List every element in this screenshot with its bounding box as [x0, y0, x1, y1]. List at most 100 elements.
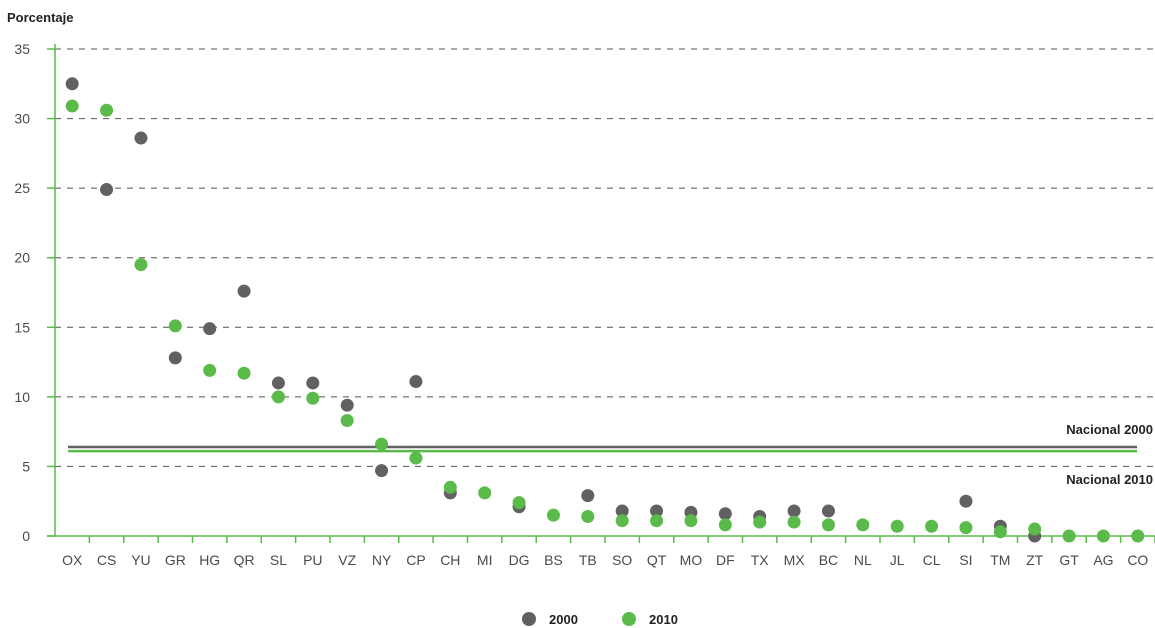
data-point-2010-SI: [959, 521, 973, 535]
data-point-2010-BS: [546, 508, 560, 522]
data-point-2000-CP: [409, 375, 423, 389]
data-point-2010-BC: [821, 518, 835, 532]
data-point-2000-MX: [787, 504, 801, 518]
x-tick-label: CS: [97, 552, 116, 568]
grid-lines: [55, 48, 1155, 467]
data-point-2010-JL: [890, 519, 904, 533]
x-tick-label: PU: [303, 552, 322, 568]
data-point-2010-YU: [134, 258, 148, 272]
x-tick-label: MO: [680, 552, 703, 568]
data-point-2000-BC: [821, 504, 835, 518]
axes: [47, 44, 1155, 537]
legend: 2000 2010: [522, 612, 678, 627]
data-point-2010-VZ: [340, 414, 354, 428]
data-point-2000-HG: [203, 322, 217, 336]
data-point-2000-YU: [134, 131, 148, 145]
data-point-2010-OX: [65, 99, 79, 113]
legend-marker-2010: [622, 612, 636, 626]
y-tick-label: 30: [14, 111, 30, 127]
x-tick-label: DF: [716, 552, 735, 568]
x-tick-label: SL: [270, 552, 287, 568]
data-point-2000-VZ: [340, 398, 354, 412]
x-tick-label: QT: [647, 552, 667, 568]
y-tick-label: 35: [14, 41, 30, 57]
data-point-2010-TB: [581, 510, 595, 524]
data-point-2010-NL: [856, 518, 870, 532]
data-point-2010-HG: [203, 363, 217, 377]
x-tick-label: CO: [1127, 552, 1148, 568]
data-point-2010-SL: [271, 390, 285, 404]
data-point-2010-CP: [409, 451, 423, 465]
data-point-2010-CS: [100, 103, 114, 117]
x-tick-label: HG: [199, 552, 220, 568]
data-point-2010-MX: [787, 515, 801, 529]
data-point-2000-QR: [237, 284, 251, 298]
y-tick-label: 0: [22, 528, 30, 544]
data-point-2010-AG: [1096, 529, 1110, 543]
y-ticks: 0 5 10 15 20 25 30 35: [14, 41, 55, 544]
y-tick-label: 25: [14, 180, 30, 196]
data-points: [65, 77, 1145, 543]
x-tick-label: CH: [440, 552, 460, 568]
reference-line-label: Nacional 2010: [1066, 472, 1153, 487]
legend-label: 2010: [649, 612, 678, 627]
data-point-2010-CL: [925, 519, 939, 533]
x-tick-label: DG: [509, 552, 530, 568]
reference-lines: Nacional 2000 Nacional 2010: [68, 422, 1153, 487]
x-tick-label: QR: [234, 552, 255, 568]
data-point-2010-DG: [512, 496, 526, 510]
data-point-2010-MO: [684, 514, 698, 528]
data-point-2000-DF: [718, 507, 732, 521]
data-point-2010-NY: [375, 437, 389, 451]
x-tick-label: CP: [406, 552, 425, 568]
legend-marker-2000: [522, 612, 536, 626]
x-tick-label: BS: [544, 552, 563, 568]
data-point-2010-TM: [993, 525, 1007, 539]
x-tick-label: TB: [579, 552, 597, 568]
data-point-2010-QT: [650, 514, 664, 528]
x-tick-label: NL: [854, 552, 872, 568]
data-point-2000-GR: [168, 351, 182, 365]
legend-label: 2000: [549, 612, 578, 627]
data-point-2010-SO: [615, 514, 629, 528]
x-tick-label: AG: [1093, 552, 1113, 568]
data-point-2000-NY: [375, 464, 389, 478]
x-tick-label: SI: [959, 552, 972, 568]
data-point-2000-SO: [615, 504, 629, 518]
x-tick-label: JL: [890, 552, 905, 568]
data-point-2010-PU: [306, 391, 320, 405]
x-tick-label: VZ: [338, 552, 356, 568]
data-point-2010-TX: [753, 515, 767, 529]
x-tick-label: GT: [1059, 552, 1079, 568]
y-axis-label: Porcentaje: [7, 10, 73, 25]
x-tick-label: TM: [990, 552, 1010, 568]
x-ticks: OX CS YU GR HG QR SL PU VZ NY CP CH MI DG BS TB SO QT MO DF…: [62, 536, 1155, 568]
data-point-2010-CO: [1131, 529, 1145, 543]
data-point-2010-GR: [168, 319, 182, 333]
data-point-2000-CS: [100, 183, 114, 197]
x-tick-label: CL: [923, 552, 941, 568]
x-tick-label: OX: [62, 552, 83, 568]
data-point-2000-OX: [65, 77, 79, 91]
x-tick-label: YU: [131, 552, 150, 568]
reference-line-label: Nacional 2000: [1066, 422, 1153, 437]
data-point-2010-DF: [718, 518, 732, 532]
x-tick-label: GR: [165, 552, 186, 568]
data-point-2000-TB: [581, 489, 595, 503]
y-tick-label: 10: [14, 389, 30, 405]
x-tick-label: ZT: [1026, 552, 1044, 568]
data-point-2000-SL: [271, 376, 285, 390]
y-tick-label: 5: [22, 458, 30, 474]
data-point-2010-MI: [478, 486, 492, 500]
x-tick-label: SO: [612, 552, 632, 568]
data-point-2010-GT: [1062, 529, 1076, 543]
data-point-2010-QR: [237, 366, 251, 380]
x-tick-label: TX: [751, 552, 770, 568]
data-point-2000-QT: [650, 504, 664, 518]
x-tick-label: MI: [477, 552, 493, 568]
x-tick-label: NY: [372, 552, 392, 568]
x-tick-label: MX: [784, 552, 806, 568]
y-tick-label: 20: [14, 250, 30, 266]
data-point-2010-ZT: [1028, 522, 1042, 536]
